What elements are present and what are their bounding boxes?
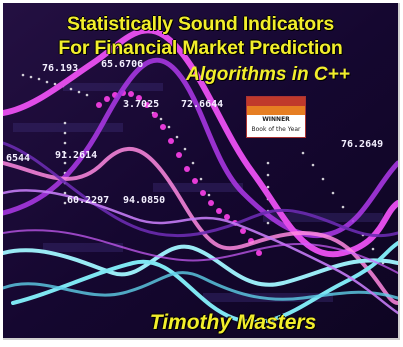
cover-subtitle: Algorithms in C++ — [186, 64, 350, 85]
cover-title-line-1: Statistically Sound Indicators — [66, 13, 335, 35]
cover-author: Timothy Masters — [149, 311, 317, 334]
chart-number-label: 72.6644 — [181, 99, 224, 110]
chart-number-label: 91.2614 — [55, 150, 98, 161]
cover-title-line-2: For Financial Market Prediction — [58, 37, 343, 59]
chart-number-label: 3.7025 — [123, 99, 160, 110]
chart-number-label: 76.193 — [42, 63, 79, 74]
award-badge-line-1 — [247, 97, 305, 106]
chart-number-label: 60.2297 — [67, 195, 110, 206]
book-cover: Statistically Sound Indicators For Finan… — [3, 3, 400, 340]
chart-number-label: 76.2649 — [341, 139, 384, 150]
chart-number-label: 65.6706 — [101, 59, 144, 70]
award-badge: WINNER Book of the Year — [246, 96, 306, 138]
chart-number-label: 94.0850 — [123, 195, 166, 206]
cover-background-art — [3, 3, 398, 338]
chart-number-label: 6544 — [6, 153, 31, 164]
award-badge-winner: WINNER — [262, 116, 290, 123]
award-badge-book-of-year: Book of the Year — [251, 126, 301, 133]
award-badge-line-2 — [247, 106, 305, 115]
